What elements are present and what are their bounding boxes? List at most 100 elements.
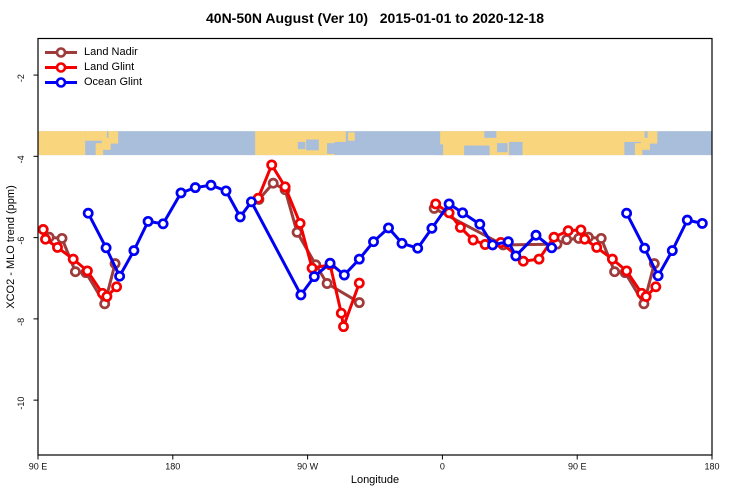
data-point [67,253,79,265]
band-sea-patch [497,143,508,153]
data-point [56,232,68,244]
data-point [111,281,123,293]
data-point [474,218,486,230]
data-point [696,217,708,229]
data-point [368,236,379,248]
data-point [353,253,365,265]
data-point [430,198,442,210]
data-point [561,234,573,246]
band-land-patch [640,137,650,150]
data-point [128,245,140,257]
axes: 90 E 180 90 W 0 90 E 180 -2 -4 -6 -8 -10 [16,74,720,471]
data-point [101,291,113,302]
band-sea-patch [306,139,319,151]
data-point [245,196,257,208]
data-point [266,159,278,171]
data-point [40,233,51,245]
x-tick-label: 180 [165,462,180,472]
data-point [279,181,291,193]
data-point [575,224,587,236]
data-point [37,224,49,235]
legend: Land Nadir Land Glint Ocean Glint [44,45,142,90]
data-point [291,226,303,238]
series-ocean-glint [82,179,708,301]
data-point [189,182,201,194]
y-tick-label: -8 [16,318,26,326]
data-point [530,229,542,241]
data-point [457,207,469,219]
data-point [454,221,466,233]
x-tick-label: 90 E [568,462,587,472]
band-land-patch [85,131,107,141]
band-land-patch [108,131,119,144]
legend-item-ocean-glint: Ocean Glint [44,75,142,90]
legend-label: Land Nadir [84,46,138,58]
band-land-patch [647,131,658,144]
band-land-patch [334,131,346,142]
data-point [621,207,633,219]
data-point [652,270,664,282]
band-sea-patch [297,141,306,150]
band-land-patch [95,143,104,156]
data-point [681,214,693,226]
data-point [82,207,94,219]
data-point [639,242,651,254]
data-point [517,255,529,267]
data-point [502,236,514,248]
legend-label: Ocean Glint [84,76,143,88]
data-point [383,222,394,234]
data-point [546,242,558,254]
data-point [510,250,522,262]
data-point [426,222,438,234]
data-point [142,215,154,227]
band-sea-patch [327,143,338,154]
data-point [267,177,279,189]
data-point [175,187,187,199]
legend-label: Land Glint [84,61,135,73]
data-point [443,198,455,210]
data-point [100,242,112,254]
data-point [606,253,618,265]
data-point [640,291,652,302]
band-land-patch [101,137,111,150]
y-tick-label: -4 [16,155,26,163]
data-point [548,231,560,243]
data-point [487,239,499,251]
y-tick-label: -10 [16,397,26,410]
data-point [562,225,574,237]
y-tick-label: -2 [16,74,26,82]
band-sea-patch [437,144,444,156]
data-point [306,262,318,274]
geography-band [38,131,712,156]
data-point [467,234,479,246]
data-point [69,266,81,278]
x-tick-label: 0 [440,462,445,472]
series-line [41,228,119,298]
data-point [396,237,408,249]
band-land-patch [624,131,645,142]
band-land-patch [348,132,355,141]
data-point [335,307,347,319]
x-tick-label: 90 W [297,462,319,472]
x-tick-label: 180 [704,462,719,472]
data-point [621,265,633,277]
data-point [81,265,93,277]
y-axis-title: XCO2 - MLO trend (ppm) [5,185,17,309]
band-land-patch [38,131,86,156]
chart-title: 40N-50N August (Ver 10) 2015-01-01 to 20… [206,10,544,26]
data-point [114,270,126,282]
data-point [205,179,217,191]
data-point [353,277,365,289]
x-tick-label: 90 E [29,462,48,472]
data-point [412,242,424,254]
data-point [595,232,607,244]
legend-line-marker [45,77,77,88]
band-sea-patch [509,141,523,156]
legend-item-land-glint: Land Glint [44,60,142,75]
data-point [609,266,621,278]
data-point [52,241,63,253]
data-point [338,321,349,333]
legend-line-marker [45,47,77,58]
data-point [295,289,307,301]
data-point [666,245,678,257]
